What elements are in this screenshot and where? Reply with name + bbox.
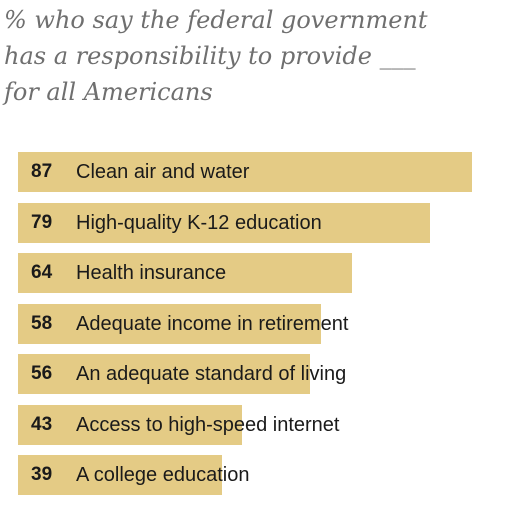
bar-4 (18, 303, 321, 344)
bar-category-label: An adequate standard of living (76, 363, 347, 385)
bar-3 (18, 253, 353, 293)
bar-5 (18, 354, 311, 394)
bar-value-label: 58 (31, 312, 53, 334)
bar-value-label: 56 (31, 363, 53, 384)
bar-value-label: 64 (31, 262, 53, 283)
chart-title-line-3: for all Americans (4, 78, 213, 106)
chart-title: % who say the federal government has a r… (4, 2, 514, 110)
bar-value-label: 43 (31, 413, 53, 435)
bar-category-label: A college education (76, 464, 250, 486)
bar-6 (18, 404, 243, 445)
bar-category-label: High-quality K-12 education (76, 211, 322, 234)
bar-category-label: Access to high-speed internet (76, 413, 340, 436)
bar-category-label: Health insurance (76, 262, 227, 284)
bar-7 (18, 455, 222, 495)
chart-title-line-2: has a responsibility to provide ___ (4, 42, 416, 70)
bar-category-label: Clean air and water (76, 161, 250, 183)
bar-1 (18, 152, 473, 192)
bar-2 (18, 202, 431, 243)
bar-value-label: 39 (31, 464, 53, 485)
bar-category-label: Adequate income in retirement (76, 312, 349, 335)
bar-value-label: 87 (31, 161, 53, 182)
bar-value-label: 79 (31, 211, 53, 233)
chart-title-line-1: % who say the federal government (4, 6, 428, 34)
